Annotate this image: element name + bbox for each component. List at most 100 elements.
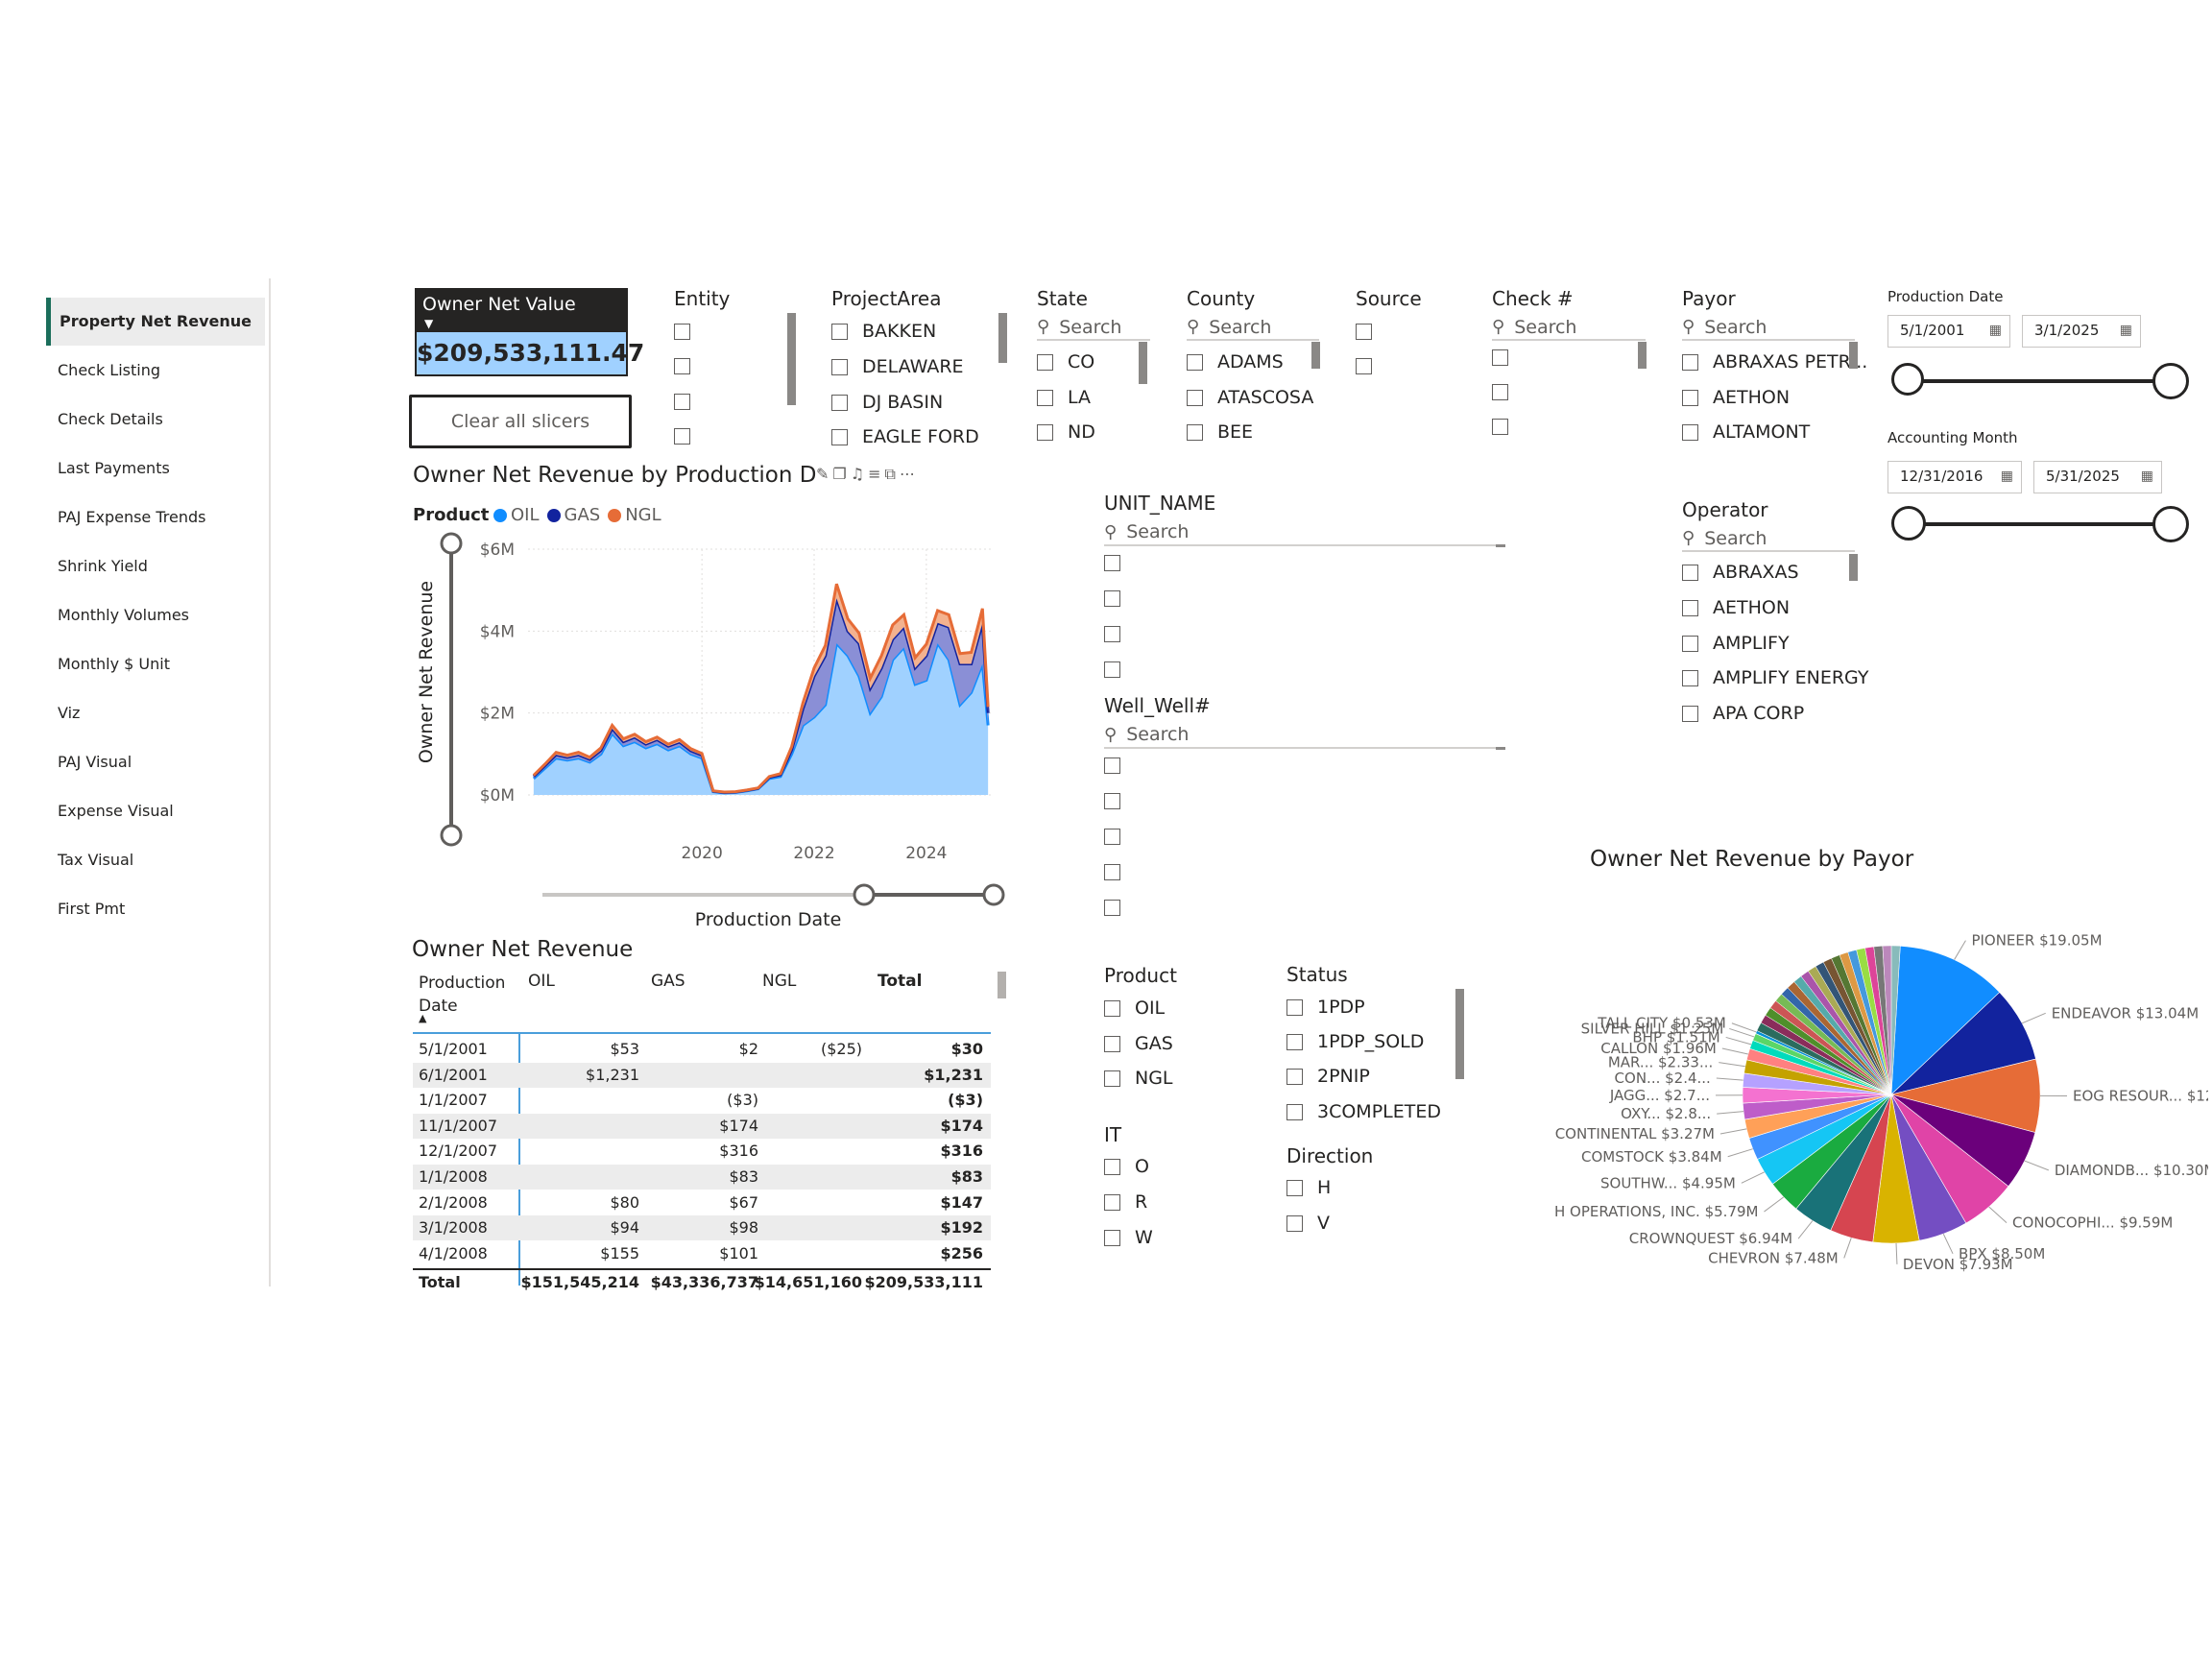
table-scrollbar[interactable] [998,972,1006,998]
projectarea-option[interactable]: DJ BASIN [831,392,943,413]
checkbox[interactable] [1682,353,1698,371]
checkbox[interactable] [1286,1179,1303,1196]
checkbox[interactable] [1286,1214,1303,1232]
checkbox[interactable] [1104,1070,1120,1087]
nav-item-expense-visual[interactable]: Expense Visual [58,802,174,820]
nav-item-paj-visual[interactable]: PAJ Visual [58,753,132,771]
production-date-to-input[interactable]: 3/1/2025 ▦ [2022,315,2141,348]
accounting-month-from-input[interactable]: 12/31/2016 ▦ [1887,461,2022,493]
operator-option[interactable]: ABRAXAS [1682,562,1799,583]
well-search-input[interactable]: ⚲ Search [1104,722,1505,749]
payor-scrollbar[interactable] [1849,342,1858,369]
operator-option[interactable]: APA CORP [1682,703,1804,724]
checkbox[interactable] [1104,864,1120,880]
county-option[interactable]: ADAMS [1187,351,1284,373]
checkbox[interactable] [1104,590,1120,607]
checkbox[interactable] [1682,669,1698,686]
checkbox[interactable] [1104,757,1120,774]
unit-name-option[interactable] [1104,626,1135,642]
calendar-icon[interactable]: ▦ [1988,323,2002,338]
projectarea-option[interactable]: DELAWARE [831,356,964,377]
checkbox[interactable] [831,323,848,340]
check-number-option[interactable] [1492,349,1523,366]
checkbox[interactable] [1682,705,1698,722]
county-search-input[interactable]: ⚲ Search [1187,315,1319,341]
checkbox[interactable] [1682,635,1698,652]
checkbox[interactable] [1187,423,1203,441]
check-number-option[interactable] [1492,384,1523,400]
state-option[interactable]: ND [1037,421,1095,443]
projectarea-scrollbar[interactable] [998,313,1007,363]
check-number-option[interactable] [1492,419,1523,435]
entity-scrollbar[interactable] [787,313,796,405]
well-option[interactable] [1104,864,1135,880]
source-option[interactable] [1356,324,1386,340]
nav-item-shrink-yield[interactable]: Shrink Yield [58,557,148,575]
copy-icon[interactable]: ❐ [832,465,851,483]
clear-all-slicers-button[interactable]: Clear all slicers [409,395,632,448]
status-option[interactable]: 1PDP [1286,997,1365,1018]
checkbox[interactable] [1104,626,1120,642]
unit-name-option[interactable] [1104,661,1135,678]
checkbox[interactable] [1682,599,1698,616]
checkbox[interactable] [674,358,690,374]
checkbox[interactable] [1104,1229,1120,1246]
nav-item-paj-expense-trends[interactable]: PAJ Expense Trends [58,508,206,526]
checkbox[interactable] [1682,564,1698,581]
well-option[interactable] [1104,900,1135,916]
nav-item-first-pmt[interactable]: First Pmt [58,900,126,918]
checkbox[interactable] [1104,793,1120,809]
county-scrollbar[interactable] [1311,342,1320,369]
production-date-from-input[interactable]: 5/1/2001 ▦ [1887,315,2010,348]
focus-mode-icon[interactable]: ⧉ [884,465,900,483]
payor-option[interactable]: ALTAMONT [1682,421,1810,443]
projectarea-option[interactable]: BAKKEN [831,321,936,342]
checkbox[interactable] [1286,998,1303,1016]
operator-option[interactable]: AMPLIFY ENERGY [1682,667,1868,688]
checkbox[interactable] [1286,1103,1303,1120]
nav-item-monthly-dollar-unit[interactable]: Monthly $ Unit [58,655,170,673]
status-option[interactable]: 1PDP_SOLD [1286,1031,1424,1052]
state-option[interactable]: CO [1037,351,1094,373]
source-option[interactable] [1356,358,1386,374]
checkbox[interactable] [1492,349,1508,366]
operator-option[interactable]: AMPLIFY [1682,633,1790,654]
checkbox[interactable] [831,394,848,411]
unit-name-option[interactable] [1104,555,1135,571]
y-zoom-handle-top[interactable] [440,532,463,555]
status-option[interactable]: 2PNIP [1286,1066,1370,1087]
payor-search-input[interactable]: ⚲ Search [1682,315,1855,341]
entity-option[interactable] [674,358,705,374]
unit-name-scrollbar[interactable] [1496,544,1505,547]
county-option[interactable]: ATASCOSA [1187,387,1313,408]
state-scrollbar[interactable] [1139,342,1147,384]
entity-option[interactable] [674,428,705,445]
production-date-start-handle[interactable] [1891,363,1924,396]
operator-scrollbar[interactable] [1849,554,1858,581]
projectarea-option[interactable]: EAGLE FORD [831,426,979,447]
nav-item-monthly-volumes[interactable]: Monthly Volumes [58,606,189,624]
checkbox[interactable] [1104,900,1120,916]
checkbox[interactable] [674,428,690,445]
y-zoom-handle-bottom[interactable] [440,824,463,847]
payor-option[interactable]: AETHON [1682,387,1790,408]
accounting-month-start-handle[interactable] [1891,506,1926,541]
checkbox[interactable] [1492,384,1508,400]
it-option[interactable]: R [1104,1191,1147,1213]
pin-icon[interactable]: ✎ [816,465,833,483]
checkbox[interactable] [1104,1035,1120,1052]
calendar-icon[interactable]: ▦ [2140,469,2153,484]
well-option[interactable] [1104,757,1135,774]
unit-name-option[interactable] [1104,590,1135,607]
checkbox[interactable] [1104,999,1120,1017]
well-scrollbar[interactable] [1496,747,1505,750]
calendar-icon[interactable]: ▦ [2119,323,2132,338]
nav-item-property-net-revenue[interactable]: Property Net Revenue [46,298,265,346]
checkbox[interactable] [1104,555,1120,571]
accounting-month-to-input[interactable]: 5/31/2025 ▦ [2033,461,2162,493]
operator-search-input[interactable]: ⚲ Search [1682,526,1855,552]
checkbox[interactable] [1187,353,1203,371]
checkbox[interactable] [1104,829,1120,845]
check-number-scrollbar[interactable] [1638,342,1647,369]
payor-option[interactable]: ABRAXAS PETR... [1682,351,1867,373]
